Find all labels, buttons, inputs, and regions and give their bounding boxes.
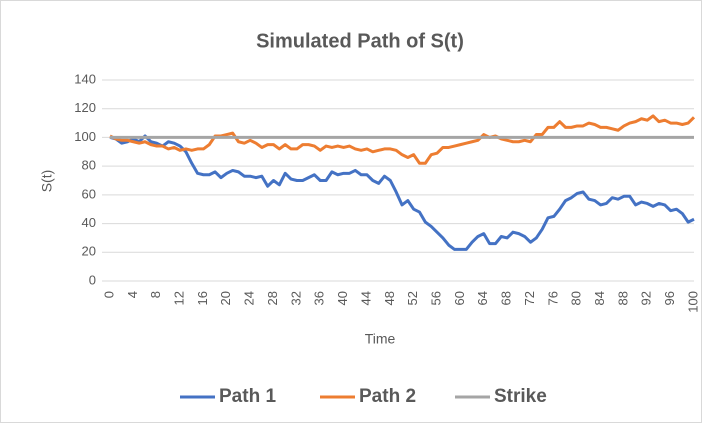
x-tick-label: 88	[615, 291, 630, 305]
chart-title: Simulated Path of S(t)	[256, 30, 464, 52]
x-tick-label: 24	[242, 291, 257, 305]
x-tick-label: 96	[662, 291, 677, 305]
y-tick-label: 100	[74, 129, 96, 144]
y-tick-label: 140	[74, 71, 96, 86]
x-tick-label: 52	[405, 291, 420, 305]
data-line	[109, 134, 695, 251]
legend-label: Path 2	[359, 386, 416, 407]
x-tick-label: 100	[685, 291, 700, 313]
x-tick-label: 84	[592, 291, 607, 305]
x-tick-label: 72	[522, 291, 537, 305]
x-tick-label: 44	[358, 291, 373, 305]
x-tick-label: 8	[148, 291, 163, 298]
x-tick-label: 40	[335, 291, 350, 305]
x-tick-label: 4	[125, 291, 140, 298]
x-tick-label: 68	[499, 291, 514, 305]
x-tick-label: 20	[218, 291, 233, 305]
x-tick-label: 76	[545, 291, 560, 305]
data-line	[109, 114, 696, 165]
x-axis-label: Time	[365, 331, 396, 347]
x-tick-label: 48	[382, 291, 397, 305]
x-tick-label: 0	[101, 291, 116, 298]
legend-label: Strike	[494, 386, 547, 407]
x-tick-label: 56	[428, 291, 443, 305]
y-tick-label: 80	[82, 158, 96, 173]
y-axis-label: S(t)	[39, 170, 55, 193]
y-tick-label: 0	[89, 272, 96, 287]
y-tick-label: 20	[82, 244, 96, 259]
x-tick-label: 16	[195, 291, 210, 305]
legend-label: Path 1	[219, 386, 276, 407]
x-tick-label: 28	[265, 291, 280, 305]
x-tick-label: 12	[172, 291, 187, 305]
x-tick-label: 92	[639, 291, 654, 305]
x-tick-label: 64	[475, 291, 490, 305]
y-tick-label: 40	[82, 215, 96, 230]
y-tick-label: 120	[74, 100, 96, 115]
x-tick-label: 32	[288, 291, 303, 305]
y-tick-label: 60	[82, 186, 96, 201]
x-tick-label: 36	[312, 291, 327, 305]
x-tick-label: 60	[452, 291, 467, 305]
x-tick-label: 80	[569, 291, 584, 305]
